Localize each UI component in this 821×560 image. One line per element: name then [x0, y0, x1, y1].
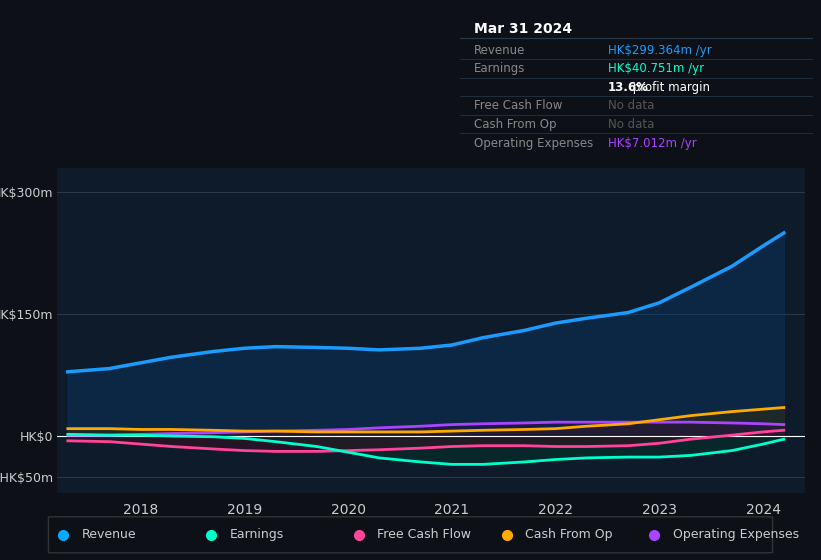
Text: Cash From Op: Cash From Op [525, 528, 612, 542]
Text: HK$40.751m /yr: HK$40.751m /yr [608, 62, 704, 75]
Text: Mar 31 2024: Mar 31 2024 [474, 21, 572, 35]
Text: Earnings: Earnings [474, 62, 525, 75]
Text: Operating Expenses: Operating Expenses [474, 137, 593, 150]
Text: profit margin: profit margin [629, 81, 710, 94]
Text: 13.6%: 13.6% [608, 81, 649, 94]
Text: No data: No data [608, 100, 654, 113]
Text: No data: No data [608, 118, 654, 131]
Text: Operating Expenses: Operating Expenses [673, 528, 799, 542]
Text: Revenue: Revenue [82, 528, 136, 542]
Text: Earnings: Earnings [230, 528, 284, 542]
Text: HK$299.364m /yr: HK$299.364m /yr [608, 44, 712, 57]
Text: Free Cash Flow: Free Cash Flow [378, 528, 471, 542]
Text: Revenue: Revenue [474, 44, 525, 57]
Text: Cash From Op: Cash From Op [474, 118, 557, 131]
Text: HK$7.012m /yr: HK$7.012m /yr [608, 137, 697, 150]
Text: Free Cash Flow: Free Cash Flow [474, 100, 562, 113]
